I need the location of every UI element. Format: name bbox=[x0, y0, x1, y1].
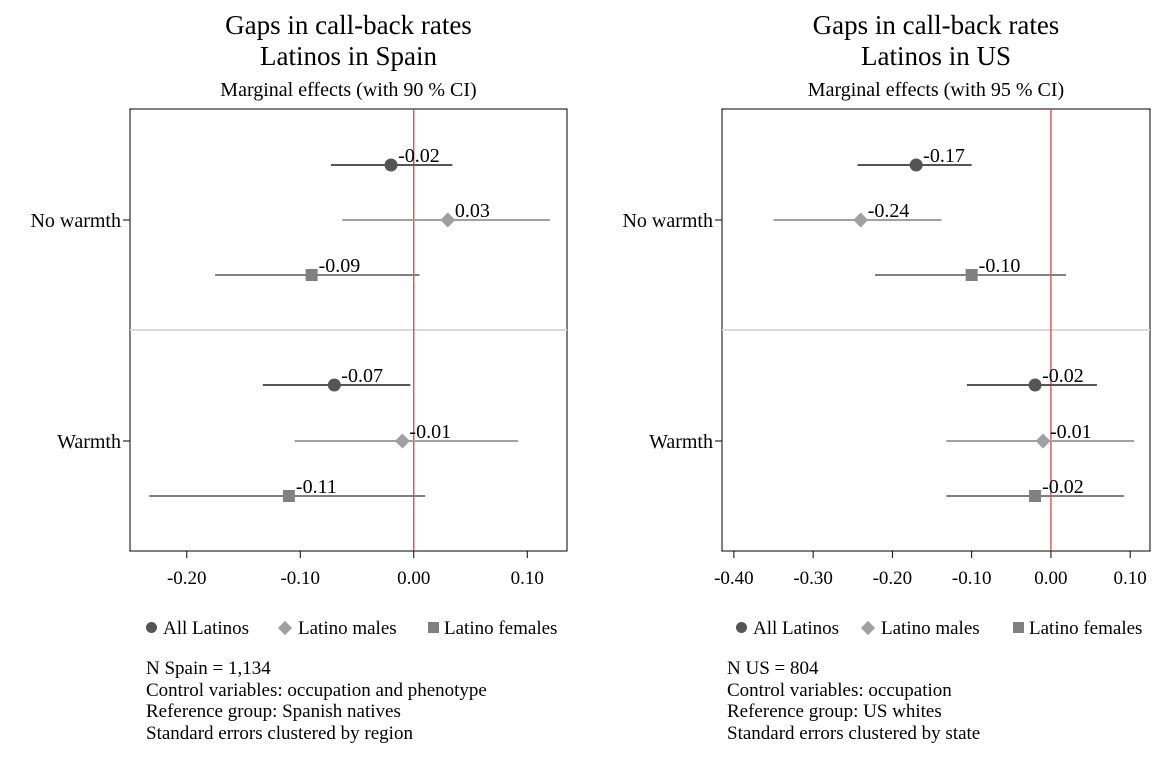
data-label: -0.24 bbox=[868, 200, 910, 222]
chart-subtitle: Marginal effects (with 90 % CI) bbox=[220, 79, 477, 101]
legend-item-latino-males: Latino males bbox=[277, 618, 397, 640]
data-label: -0.10 bbox=[979, 255, 1021, 277]
point-marker bbox=[853, 212, 869, 228]
x-tick-label: -0.40 bbox=[714, 568, 754, 589]
chart-title-line-2: Latinos in US bbox=[860, 41, 1011, 71]
legend-label: Latino males bbox=[881, 618, 980, 639]
y-tick-label: Warmth bbox=[57, 431, 121, 453]
data-label: -0.01 bbox=[409, 421, 451, 443]
data-label: -0.02 bbox=[398, 145, 440, 167]
x-tick-label: -0.10 bbox=[952, 568, 992, 589]
legend-item-all-latinos: All Latinos bbox=[736, 618, 839, 640]
point-marker bbox=[1035, 433, 1051, 449]
legend-item-latino-females: Latino females bbox=[428, 618, 557, 640]
point-marker bbox=[1029, 490, 1042, 502]
note-line: Control variables: occupation and phenot… bbox=[146, 679, 487, 701]
x-tick-label: 0.00 bbox=[397, 568, 430, 589]
chart-title: Gaps in call-back rates bbox=[225, 10, 472, 40]
legend-label: Latino females bbox=[1029, 618, 1143, 639]
point-marker bbox=[1028, 378, 1042, 392]
point-marker bbox=[282, 490, 295, 502]
data-label: -0.07 bbox=[341, 365, 383, 387]
diamond-icon bbox=[277, 620, 293, 636]
data-label: -0.09 bbox=[319, 255, 361, 277]
point-marker bbox=[909, 158, 923, 172]
point-marker bbox=[965, 269, 978, 281]
chart-title-line-2: Latinos in Spain bbox=[260, 41, 437, 71]
chart-notes: N Spain = 1,134 Control variables: occup… bbox=[146, 658, 487, 744]
legend-item-latino-males: Latino males bbox=[860, 618, 980, 640]
y-tick-label: No warmth bbox=[30, 210, 121, 232]
chart-panel-us: Gaps in call-back rates Latinos in US Ma… bbox=[585, 0, 1170, 764]
note-line: Reference group: Spanish natives bbox=[146, 701, 401, 722]
chart-title: Gaps in call-back rates bbox=[812, 10, 1060, 40]
x-tick-label: -0.10 bbox=[280, 568, 320, 589]
x-tick-label: -0.30 bbox=[793, 568, 833, 589]
note-line: Standard errors clustered by state bbox=[727, 722, 981, 744]
note-line: Control variables: occupation bbox=[727, 679, 952, 701]
note-line: N US = 804 bbox=[727, 658, 819, 679]
legend-item-latino-females: Latino females bbox=[1013, 618, 1142, 640]
data-label: -0.11 bbox=[296, 476, 337, 498]
x-tick-label: -0.20 bbox=[873, 568, 913, 589]
legend-item-all-latinos: All Latinos bbox=[146, 618, 249, 640]
legend-label: All Latinos bbox=[753, 618, 840, 639]
point-marker bbox=[327, 378, 341, 392]
chart-panel-spain: Gaps in call-back rates Latinos in Spain… bbox=[30, 10, 568, 744]
x-tick-label: 0.00 bbox=[1034, 568, 1067, 589]
legend-label: Latino males bbox=[298, 618, 397, 639]
square-icon bbox=[428, 622, 439, 633]
x-tick-label: 0.10 bbox=[1114, 568, 1147, 589]
data-label: -0.02 bbox=[1042, 365, 1084, 387]
plot-svg: -0.40 -0.30 -0.20 -0.10 0.00 0.10 No warmth War… bbox=[622, 108, 1151, 589]
square-icon bbox=[1013, 622, 1024, 633]
note-line: Reference group: US whites bbox=[727, 701, 942, 722]
y-tick-label: Warmth bbox=[649, 431, 713, 453]
data-label: -0.01 bbox=[1050, 421, 1092, 443]
point-marker bbox=[394, 433, 410, 449]
point-marker bbox=[384, 158, 398, 172]
data-label: 0.03 bbox=[455, 200, 490, 222]
point-marker bbox=[440, 212, 456, 228]
x-tick-label: -0.20 bbox=[167, 568, 207, 589]
diamond-icon bbox=[860, 620, 876, 636]
data-label: -0.17 bbox=[923, 145, 965, 167]
legend-label: All Latinos bbox=[163, 618, 250, 639]
plot-svg: -0.20 -0.10 0.00 0.10 No warmth Warmth -0.02 -0… bbox=[30, 108, 568, 589]
note-line: N Spain = 1,134 bbox=[146, 658, 271, 679]
circle-icon bbox=[146, 622, 157, 633]
chart-notes: N US = 804 Control variables: occupation… bbox=[727, 658, 980, 744]
x-tick-label: 0.10 bbox=[511, 568, 544, 589]
data-label: -0.02 bbox=[1042, 476, 1084, 498]
note-line: Standard errors clustered by region bbox=[146, 722, 413, 744]
point-marker bbox=[305, 269, 318, 281]
chart-subtitle: Marginal effects (with 95 % CI) bbox=[807, 79, 1065, 101]
circle-icon bbox=[736, 622, 747, 633]
legend-label: Latino females bbox=[444, 618, 558, 639]
y-tick-label: No warmth bbox=[622, 210, 713, 232]
